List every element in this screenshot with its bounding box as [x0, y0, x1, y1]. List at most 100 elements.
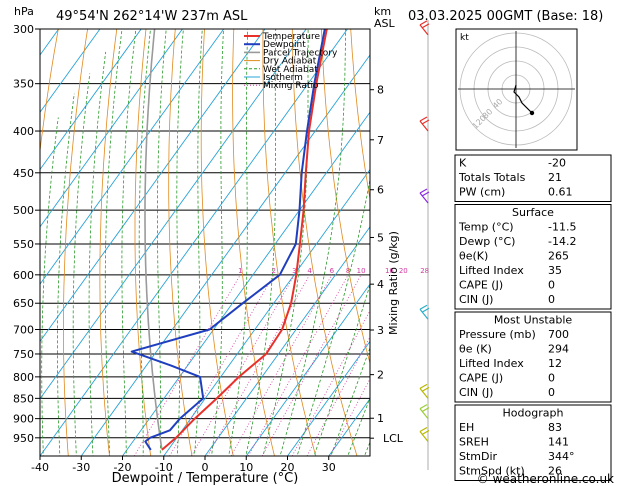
temp-tick-label: 0	[202, 461, 209, 474]
mixing-ratio-label: 10	[357, 267, 366, 275]
wet-adiabat	[330, 346, 370, 456]
mixing-ratio-label: 4	[307, 267, 312, 275]
wet-adiabat	[245, 29, 277, 456]
dry-adiabat	[63, 29, 88, 456]
isotherm-line	[204, 226, 370, 456]
wet-adiabat	[211, 29, 224, 456]
index-label: PW (cm)	[459, 186, 505, 199]
mixing-ratio-label: 3	[292, 267, 296, 275]
wet-adiabat	[313, 283, 370, 456]
pressure-tick-label: 550	[13, 238, 34, 251]
wet-adiabat	[193, 29, 203, 456]
pressure-tick-label: 850	[13, 392, 34, 405]
storm-motion-marker	[529, 110, 535, 116]
mixing-ratio-line	[230, 274, 333, 456]
index-label: θe (K)	[459, 343, 492, 356]
pressure-tick-label: 800	[13, 371, 34, 384]
mixing-ratio-line	[261, 274, 362, 456]
legend-label: Dry Adiabat	[263, 57, 317, 67]
location-title: 49°54'N 262°14'W 237m ASL	[56, 9, 248, 24]
km-tick-label: 5	[377, 231, 384, 244]
legend-label: Mixing Ratio	[263, 81, 319, 91]
index-label: Totals Totals	[458, 171, 526, 184]
index-label: CIN (J)	[459, 386, 493, 399]
temp-tick-label: 20	[281, 461, 295, 474]
wet-adiabat	[57, 93, 75, 456]
mixing-ratio-line	[248, 274, 349, 456]
hpa-unit: hPa	[14, 5, 34, 18]
dry-adiabat	[350, 29, 370, 202]
dry-adiabat	[200, 29, 234, 456]
indices-section-title: Most Unstable	[494, 314, 573, 327]
pressure-tick-label: 350	[13, 78, 34, 91]
pressure-tick-label: 500	[13, 204, 34, 217]
mixing-ratio-label: 6	[330, 267, 335, 275]
index-value: 0	[548, 279, 555, 292]
wet-adiabat	[262, 29, 309, 456]
wet-adiabat	[121, 29, 137, 456]
isotherm-line	[287, 340, 370, 456]
pressure-tick-label: 600	[13, 269, 34, 282]
mixing-ratio-line	[191, 274, 295, 456]
wet-adiabat	[41, 117, 59, 456]
hodograph-trace	[513, 84, 533, 114]
index-value: 26	[548, 465, 562, 478]
index-value: 141	[548, 436, 569, 449]
mixing-ratio-line	[291, 309, 370, 456]
wet-adiabat	[88, 51, 107, 456]
index-label: K	[459, 157, 467, 170]
index-label: θe(K)	[459, 250, 488, 263]
copyright: © weatheronline.co.uk	[477, 472, 614, 486]
index-value: 35	[548, 264, 562, 277]
asl-unit: ASL	[374, 17, 396, 30]
isotherm-line	[40, 29, 307, 400]
index-label: Lifted Index	[459, 264, 524, 277]
mixing-ratio-label: 28	[420, 267, 429, 275]
km-tick-label: 7	[377, 134, 384, 147]
index-label: StmDir	[459, 450, 498, 463]
isotherm-line	[40, 29, 266, 343]
wind-barb-icon	[419, 188, 430, 204]
mixing-ratio-line	[169, 274, 275, 456]
index-value: -11.5	[548, 221, 576, 234]
mixing-ratio-label: 1	[238, 267, 242, 275]
isotherm-line	[122, 111, 370, 456]
indices-section-title: Hodograph	[503, 407, 564, 420]
indices-box	[454, 311, 612, 403]
wet-adiabat	[157, 29, 167, 456]
indices-box	[454, 404, 612, 481]
isotherm-line	[40, 29, 225, 285]
index-value: 700	[548, 328, 569, 341]
index-label: StmSpd (kt)	[459, 465, 525, 478]
temp-tick-label: -40	[31, 461, 49, 474]
isotherm-line	[40, 29, 101, 114]
temp-tick-label: -20	[114, 461, 132, 474]
isotherm-line	[80, 54, 370, 456]
pressure-tick-label: 400	[13, 125, 34, 138]
legend-label: Dewpoint	[263, 40, 306, 50]
km-tick-label: 1	[377, 412, 384, 425]
index-label: Dewp (°C)	[459, 235, 515, 248]
dry-adiabat	[168, 29, 193, 456]
wet-adiabat	[104, 29, 123, 456]
pressure-tick-label: 950	[13, 432, 34, 445]
indices-section-title: Surface	[512, 206, 554, 219]
legend-label: Temperature	[262, 32, 320, 42]
isotherm-line	[40, 29, 183, 228]
index-value: 83	[548, 421, 562, 434]
index-value: 0.61	[548, 186, 573, 199]
datetime-title: 03.03.2025 00GMT (Base: 18)	[408, 9, 603, 24]
index-label: SREH	[459, 436, 489, 449]
index-value: 294	[548, 343, 569, 356]
dewpoint-line	[130, 29, 326, 451]
index-value: -14.2	[548, 235, 576, 248]
index-label: Lifted Index	[459, 357, 524, 370]
dry-adiabat	[40, 29, 59, 154]
legend-label: Isotherm	[263, 73, 303, 83]
dry-adiabat	[99, 29, 118, 456]
parcel-trajectory	[144, 29, 163, 449]
wind-barb-icon	[419, 20, 430, 36]
